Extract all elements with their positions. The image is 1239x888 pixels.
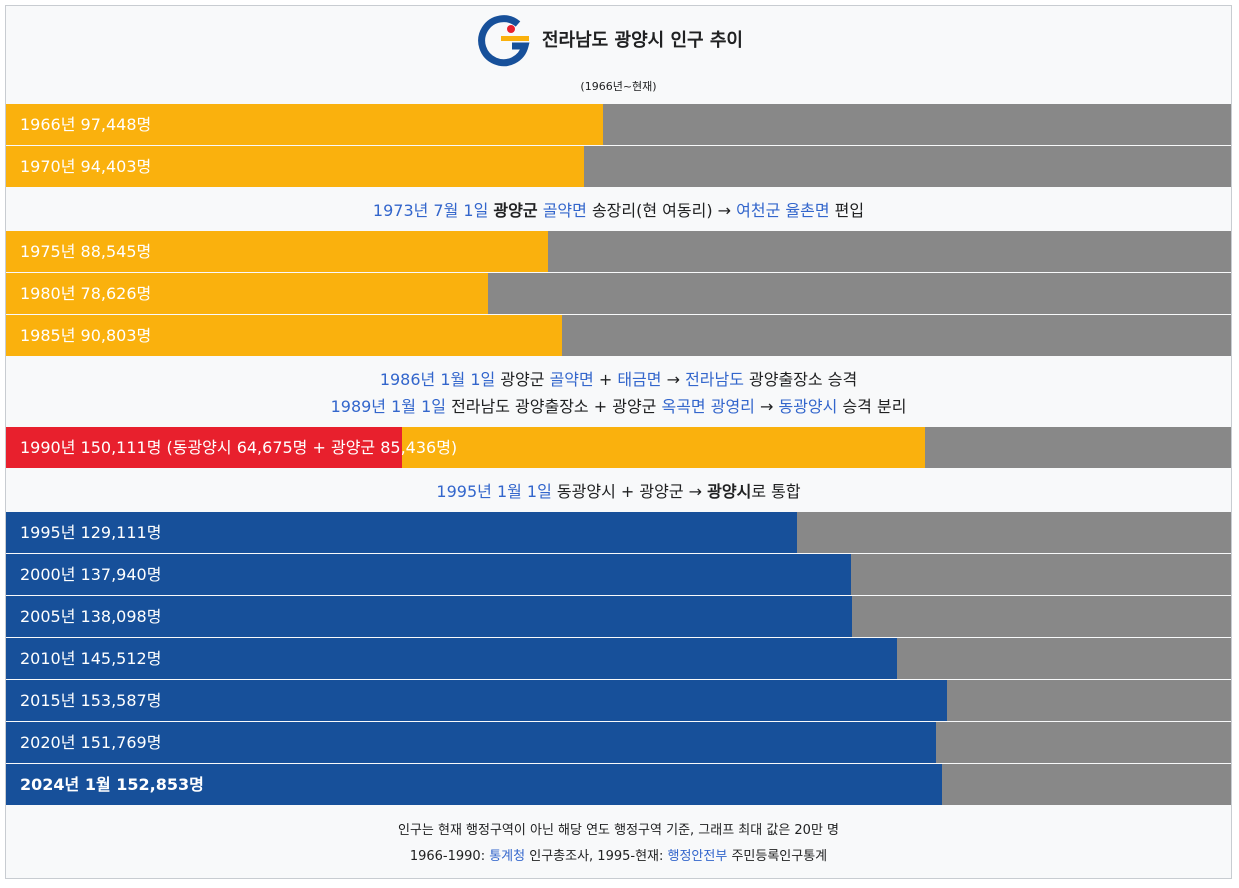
bar-fill	[6, 231, 548, 272]
note-1995: 1995년 1월 1일 동광양시 + 광양군 → 광양시로 통합	[6, 479, 1231, 505]
note-text: 1966-1990:	[409, 849, 490, 864]
gwangyang-city-emblem-icon	[478, 15, 530, 67]
bar-label: 2020년 151,769명	[20, 733, 162, 752]
wiki-link[interactable]: 1989년 1월 1일	[330, 397, 446, 416]
wiki-link[interactable]: 1995년 1월 1일	[436, 482, 552, 501]
wiki-link[interactable]: 골약면	[542, 201, 587, 220]
note-text: 광양군	[495, 370, 550, 389]
wiki-link[interactable]: 1973년 7월 1일	[372, 201, 489, 220]
note-text: 전라남도 광양출장소 + 광양군	[446, 397, 662, 416]
bar-label: 2024년 1월 152,853명	[20, 775, 204, 794]
bar-fill	[6, 764, 942, 805]
wiki-link[interactable]: 여천군 율촌면	[736, 201, 830, 220]
bar-label: 2010년 145,512명	[20, 649, 162, 668]
chart-subtitle: (1966년~현재)	[580, 80, 657, 93]
bar-row: 1970년 94,403명	[6, 146, 1231, 187]
bar-label: 1980년 78,626명	[20, 284, 152, 303]
bar-label: 2015년 153,587명	[20, 691, 162, 710]
note-1973: 1973년 7월 1일 광양군 골약면 송장리(현 여동리) → 여천군 율촌면…	[6, 198, 1231, 224]
note-1986: 1986년 1월 1일 광양군 골약면 + 태금면 → 전라남도 광양출장소 승…	[6, 367, 1231, 393]
bar-fill	[6, 512, 797, 553]
bar-fill	[6, 680, 947, 721]
note-text: 광양군	[493, 201, 538, 220]
bar-label: 1966년 97,448명	[20, 115, 152, 134]
wiki-link[interactable]: 동광양시	[778, 397, 838, 416]
bar-label: 1990년 150,111명 (동광양시 64,675명 + 광양군 85,43…	[20, 438, 458, 457]
bar-fill	[6, 638, 897, 679]
note-text: 송장리(현 여동리) →	[586, 201, 737, 220]
bar-fill	[6, 104, 603, 145]
note-text: 로 통합	[751, 482, 801, 501]
footer-sources: 1966-1990: 통계청 인구총조사, 1995-현재: 행정안전부 주민등…	[6, 845, 1231, 869]
note-1989: 1989년 1월 1일 전라남도 광양출장소 + 광양군 옥곡면 광영리 → 동…	[6, 394, 1231, 420]
note-text: 광양시	[707, 482, 752, 501]
bar-row: 2024년 1월 152,853명	[6, 764, 1231, 805]
note-text: +	[593, 370, 618, 389]
bar-row: 1995년 129,111명	[6, 512, 1231, 553]
note-text: 편입	[829, 201, 865, 220]
bar-row: 2005년 138,098명	[6, 596, 1231, 637]
bar-row: 1966년 97,448명	[6, 104, 1231, 145]
bar-row: 2020년 151,769명	[6, 722, 1231, 763]
bar-fill	[6, 554, 851, 595]
bar-fill	[6, 315, 562, 356]
note-text: 승격 분리	[837, 397, 907, 416]
footer-basis: 인구는 현재 행정구역이 아닌 해당 연도 행정구역 기준, 그래프 최대 값은…	[6, 819, 1231, 843]
bar-label: 2000년 137,940명	[20, 565, 162, 584]
wiki-link[interactable]: 행정안전부	[667, 849, 728, 864]
note-text: 광양출장소 승격	[743, 370, 858, 389]
bar-row: 1990년 150,111명 (동광양시 64,675명 + 광양군 85,43…	[6, 427, 1231, 468]
wiki-link[interactable]: 통계청	[489, 849, 526, 864]
note-text: 인구는 현재 행정구역이 아닌 해당 연도 행정구역 기준, 그래프 최대 값은…	[397, 823, 840, 838]
wiki-link[interactable]: 옥곡면 광영리	[661, 397, 755, 416]
chart-title: 전라남도 광양시 인구 추이	[542, 30, 743, 51]
bar-row: 1975년 88,545명	[6, 231, 1231, 272]
bar-fill	[6, 427, 402, 468]
note-text: 주민등록인구통계	[727, 849, 828, 864]
note-text: 동광양시 + 광양군 →	[551, 482, 708, 501]
bar-label: 1985년 90,803명	[20, 326, 152, 345]
bar-fill	[6, 596, 852, 637]
bar-row: 2010년 145,512명	[6, 638, 1231, 679]
bar-label: 2005년 138,098명	[20, 607, 162, 626]
bar-label: 1995년 129,111명	[20, 523, 162, 542]
wiki-link[interactable]: 태금면	[617, 370, 662, 389]
bar-row: 2000년 137,940명	[6, 554, 1231, 595]
wiki-link[interactable]: 전라남도	[685, 370, 744, 389]
note-text: →	[754, 397, 779, 416]
bar-row: 1985년 90,803명	[6, 315, 1231, 356]
wiki-link[interactable]: 골약면	[549, 370, 594, 389]
bar-fill	[6, 722, 936, 763]
note-text: →	[661, 370, 686, 389]
wiki-link[interactable]: 1986년 1월 1일	[379, 370, 496, 389]
bar-row: 1980년 78,626명	[6, 273, 1231, 314]
bar-fill	[402, 427, 925, 468]
note-text: 인구총조사, 1995-현재:	[525, 849, 668, 864]
bar-label: 1970년 94,403명	[20, 157, 152, 176]
chart-header: 전라남도 광양시 인구 추이 (1966년~현재)	[6, 6, 1231, 104]
bar-fill	[6, 146, 584, 187]
bar-label: 1975년 88,545명	[20, 242, 152, 261]
bar-fill	[6, 273, 488, 314]
bar-row: 2015년 153,587명	[6, 680, 1231, 721]
population-chart-frame: 전라남도 광양시 인구 추이 (1966년~현재) 1966년 97,448명 1…	[5, 5, 1232, 879]
